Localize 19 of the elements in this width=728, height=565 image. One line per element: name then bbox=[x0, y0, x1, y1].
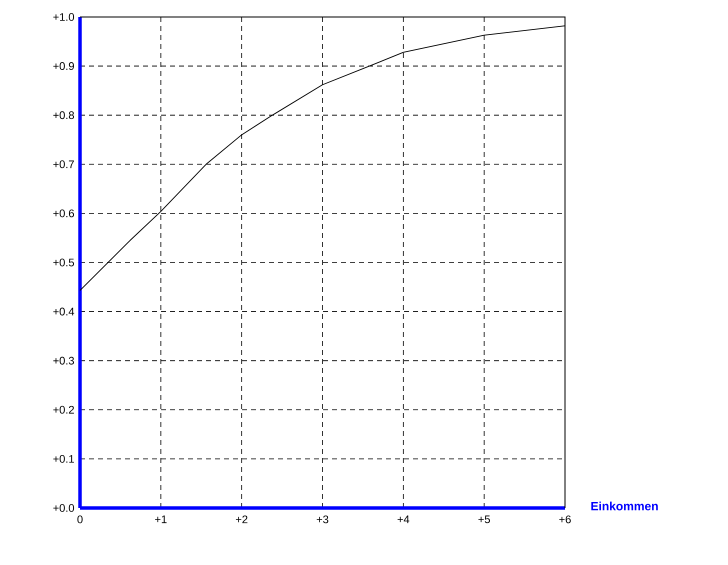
x-tick-label: +5 bbox=[478, 516, 490, 524]
y-tick-label: +1.0 bbox=[53, 13, 74, 21]
x-tick-label: +1 bbox=[155, 516, 167, 524]
y-tick-label: +0.1 bbox=[53, 454, 74, 463]
y-tick-label: +0.9 bbox=[53, 62, 74, 70]
x-tick-label: +6 bbox=[559, 516, 571, 524]
y-tick-label: +0.4 bbox=[53, 308, 74, 316]
x-axis-title: Einkommen bbox=[591, 502, 658, 510]
y-tick-label: +0.5 bbox=[53, 258, 74, 266]
y-tick-label: +0.6 bbox=[53, 209, 74, 218]
x-tick-label: +4 bbox=[398, 516, 410, 524]
x-tick-label: 0 bbox=[77, 516, 83, 524]
x-tick-label: +2 bbox=[236, 516, 248, 524]
y-tick-label: +0.8 bbox=[53, 111, 74, 120]
y-tick-label: +0.0 bbox=[53, 504, 74, 512]
y-tick-label: +0.3 bbox=[53, 356, 74, 365]
y-tick-label: +0.7 bbox=[53, 160, 74, 168]
x-tick-label: +3 bbox=[316, 516, 328, 524]
y-tick-label: +0.2 bbox=[53, 406, 74, 414]
